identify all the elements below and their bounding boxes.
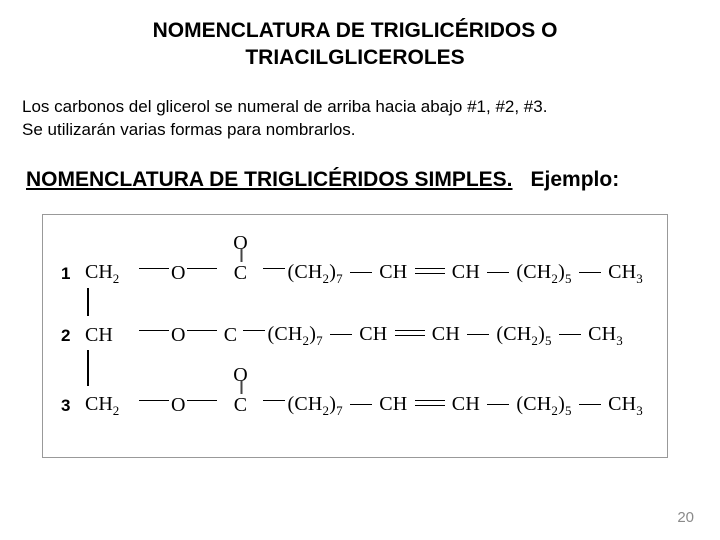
bond bbox=[579, 404, 601, 405]
ch2-open-5: (CH bbox=[516, 393, 551, 415]
carbonyl-double-bond: || bbox=[219, 248, 261, 263]
bond bbox=[139, 400, 169, 401]
double-bond bbox=[395, 330, 425, 338]
ch-a: CH bbox=[379, 261, 407, 283]
ch2-open-5: (CH bbox=[516, 261, 551, 283]
backbone-bond-23 bbox=[87, 350, 89, 386]
carbonyl-c: C bbox=[234, 394, 247, 416]
carbonyl-double-bond: || bbox=[219, 380, 261, 395]
carbon-number-3: 3 bbox=[61, 396, 77, 416]
bond bbox=[350, 404, 372, 405]
carbonyl-c: C bbox=[224, 324, 237, 346]
double-bond bbox=[415, 268, 445, 276]
bond bbox=[139, 330, 169, 331]
ester-oxygen: O bbox=[171, 394, 185, 417]
ch2-open: (CH bbox=[287, 393, 322, 415]
carbonyl-group: O || C bbox=[219, 390, 261, 413]
subtitle-row: NOMENCLATURA DE TRIGLICÉRIDOS SIMPLES. E… bbox=[18, 168, 692, 192]
body-line-1: Los carbonos del glicerol se numeral de … bbox=[22, 97, 547, 116]
ch2-open: (CH bbox=[287, 261, 322, 283]
rep-7: 7 bbox=[336, 271, 343, 286]
carbon-number-1: 1 bbox=[61, 264, 77, 284]
ch2-close-5: ) bbox=[538, 323, 545, 345]
ch2-close-5: ) bbox=[558, 261, 565, 283]
fatty-chain: (CH2)7 CH CH (CH2)5 CH3 bbox=[287, 261, 643, 287]
glycerol-label: CH bbox=[85, 261, 113, 283]
chain-row-3: 3 CH2 O O || C (CH2)7 CH CH (CH2)5 CH3 bbox=[61, 371, 645, 433]
backbone-bond-12 bbox=[87, 288, 89, 316]
bond bbox=[487, 272, 509, 273]
ch3-sub: 3 bbox=[636, 403, 643, 418]
glycerol-label: CH bbox=[85, 324, 113, 346]
ch3-sub: 3 bbox=[616, 333, 623, 348]
page-number: 20 bbox=[677, 509, 694, 526]
ch2-close-5: ) bbox=[558, 393, 565, 415]
glycerol-sub: 2 bbox=[113, 271, 120, 286]
ch3-sub: 3 bbox=[636, 271, 643, 286]
ch3: CH bbox=[608, 261, 636, 283]
glycerol-label: CH bbox=[85, 393, 113, 415]
ch2-open: (CH bbox=[267, 323, 302, 345]
rep-5: 5 bbox=[565, 271, 572, 286]
double-bond bbox=[415, 400, 445, 408]
bond bbox=[350, 272, 372, 273]
rep-7: 7 bbox=[336, 403, 343, 418]
ch3: CH bbox=[608, 393, 636, 415]
subtitle: NOMENCLATURA DE TRIGLICÉRIDOS SIMPLES. bbox=[26, 168, 513, 192]
slide-title: NOMENCLATURA DE TRIGLICÉRIDOS O TRIACILG… bbox=[18, 18, 692, 72]
chain-row-2: 2 CH O C (CH2)7 CH CH (CH2)5 CH3 bbox=[61, 301, 645, 363]
bond bbox=[243, 330, 265, 331]
bond bbox=[187, 400, 217, 401]
example-label: Ejemplo: bbox=[531, 168, 620, 192]
glycerol-c3: CH2 bbox=[77, 393, 137, 419]
glycerol-c2: CH bbox=[77, 324, 137, 347]
ester-oxygen: O bbox=[171, 324, 185, 347]
chain-row-1: 1 CH2 O O || C (CH2)7 CH CH (CH2)5 CH3 bbox=[61, 239, 645, 301]
rep-5: 5 bbox=[565, 403, 572, 418]
bond bbox=[487, 404, 509, 405]
rep-5: 5 bbox=[545, 333, 552, 348]
fatty-chain: (CH2)7 CH CH (CH2)5 CH3 bbox=[267, 323, 623, 349]
bond bbox=[579, 272, 601, 273]
bond bbox=[263, 400, 285, 401]
ch2-open-5: (CH bbox=[496, 323, 531, 345]
carbonyl-group: O || C bbox=[219, 258, 261, 281]
glycerol-sub: 2 bbox=[113, 403, 120, 418]
ch-b: CH bbox=[432, 323, 460, 345]
glycerol-c1: CH2 bbox=[77, 261, 137, 287]
rep-7: 7 bbox=[316, 333, 323, 348]
ch-b: CH bbox=[452, 393, 480, 415]
bond bbox=[187, 330, 217, 331]
bond bbox=[187, 268, 217, 269]
carbon-number-2: 2 bbox=[61, 326, 77, 346]
ch3: CH bbox=[588, 323, 616, 345]
carbonyl-group: C bbox=[219, 320, 241, 343]
bond bbox=[559, 334, 581, 335]
ester-oxygen: O bbox=[171, 262, 185, 285]
bond bbox=[330, 334, 352, 335]
body-line-2: Se utilizarán varias formas para nombrar… bbox=[22, 120, 356, 139]
ch-a: CH bbox=[359, 323, 387, 345]
ch-b: CH bbox=[452, 261, 480, 283]
carbonyl-c: C bbox=[234, 262, 247, 284]
ch-a: CH bbox=[379, 393, 407, 415]
molecule-diagram: 1 CH2 O O || C (CH2)7 CH CH (CH2)5 CH3 2… bbox=[42, 214, 668, 458]
bond bbox=[467, 334, 489, 335]
body-text: Los carbonos del glicerol se numeral de … bbox=[18, 96, 692, 142]
fatty-chain: (CH2)7 CH CH (CH2)5 CH3 bbox=[287, 393, 643, 419]
bond bbox=[263, 268, 285, 269]
bond bbox=[139, 268, 169, 269]
